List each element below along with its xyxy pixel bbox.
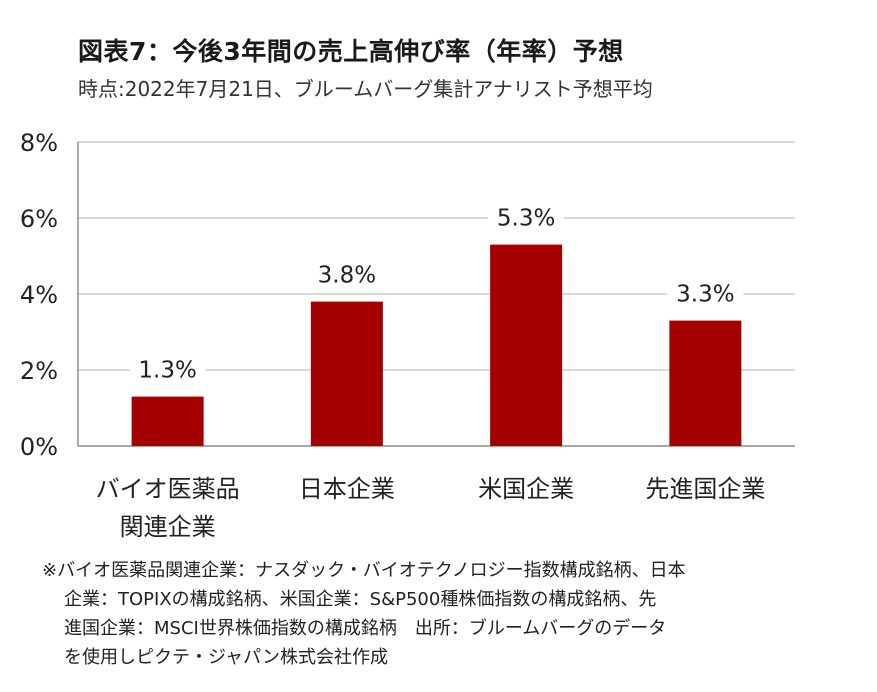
y-tick-label: 0%: [20, 433, 58, 461]
y-tick-label: 2%: [20, 357, 58, 385]
bar: [131, 396, 204, 446]
data-label: 3.8%: [318, 263, 376, 289]
data-label-box: [488, 198, 565, 233]
bar: [310, 301, 383, 446]
data-label-box: [129, 350, 206, 385]
data-label: 5.3%: [497, 206, 555, 232]
x-tick-label: 日本企業: [299, 475, 395, 503]
footnote: ※バイオ医薬品関連企業：ナスダック・バイオテクノロジー指数構成銘柄、日本 企業：…: [42, 556, 842, 672]
footnote-line: ※バイオ医薬品関連企業：ナスダック・バイオテクノロジー指数構成銘柄、日本: [42, 560, 686, 581]
bar-chart: 0% 2% 4% 6% 8% 1.3% バイオ医薬品関連企業 3.8% 日本企業 5.3% 米国企業…: [20, 129, 795, 541]
footnote-line: 進国企業：MSCI世界株価指数の構成銘柄 出所：ブルームバーグのデータ: [64, 618, 667, 639]
chart-subtitle: 時点:2022年7月21日、ブルームバーグ集計アナリスト予想平均: [78, 77, 653, 101]
y-tick-label: 4%: [20, 281, 58, 309]
bar: [669, 320, 742, 446]
x-tick-label: 関連企業: [120, 513, 216, 541]
x-tick-label: 先進国企業: [645, 475, 765, 503]
bar: [490, 244, 563, 446]
chart-title: 図表7：今後3年間の売上高伸び率（年率）予想: [78, 37, 624, 66]
x-tick-label: 米国企業: [478, 475, 574, 503]
data-label-box: [308, 255, 385, 290]
y-tick-label: 6%: [20, 205, 58, 233]
x-tick-label: バイオ医薬品: [96, 475, 240, 503]
data-label: 1.3%: [138, 358, 196, 384]
data-label-box: [667, 274, 744, 309]
footnote-line: 企業：TOPIXの構成銘柄、米国企業：S&P500種株価指数の構成銘柄、先: [64, 589, 657, 610]
data-label: 3.3%: [676, 282, 734, 308]
footnote-line: を使用しピクテ・ジャパン株式会社作成: [64, 647, 388, 668]
y-tick-label: 8%: [20, 129, 58, 157]
